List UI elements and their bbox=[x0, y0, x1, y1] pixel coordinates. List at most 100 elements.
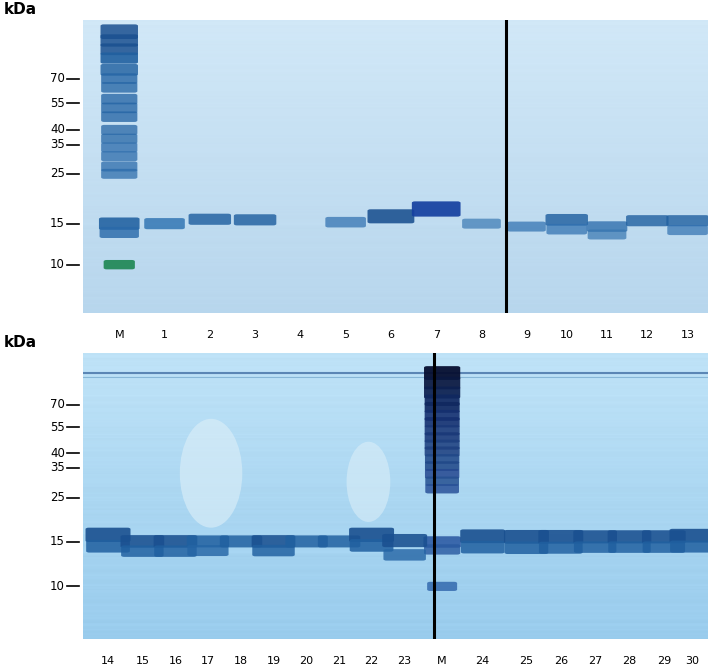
Text: kDa: kDa bbox=[4, 334, 37, 350]
FancyBboxPatch shape bbox=[349, 527, 394, 542]
FancyBboxPatch shape bbox=[252, 545, 295, 556]
Text: 22: 22 bbox=[365, 656, 378, 666]
FancyBboxPatch shape bbox=[101, 134, 137, 144]
FancyBboxPatch shape bbox=[101, 111, 137, 122]
FancyBboxPatch shape bbox=[121, 535, 164, 547]
FancyBboxPatch shape bbox=[425, 402, 460, 413]
Text: 20: 20 bbox=[300, 656, 313, 666]
Text: 35: 35 bbox=[51, 461, 65, 474]
FancyBboxPatch shape bbox=[423, 536, 461, 547]
Text: 5: 5 bbox=[342, 330, 349, 340]
FancyBboxPatch shape bbox=[608, 530, 651, 543]
FancyBboxPatch shape bbox=[234, 214, 277, 225]
FancyBboxPatch shape bbox=[666, 215, 709, 226]
Text: 2: 2 bbox=[206, 330, 214, 340]
Text: 15: 15 bbox=[50, 217, 65, 230]
Text: 55: 55 bbox=[51, 421, 65, 434]
Ellipse shape bbox=[180, 419, 243, 527]
FancyBboxPatch shape bbox=[643, 541, 685, 553]
FancyBboxPatch shape bbox=[587, 221, 627, 232]
FancyBboxPatch shape bbox=[425, 432, 460, 443]
FancyBboxPatch shape bbox=[188, 214, 231, 225]
Text: 6: 6 bbox=[388, 330, 394, 340]
Text: M: M bbox=[115, 330, 124, 340]
FancyBboxPatch shape bbox=[425, 454, 459, 464]
Text: 25: 25 bbox=[50, 491, 65, 504]
Text: 13: 13 bbox=[681, 330, 695, 340]
Text: 8: 8 bbox=[478, 330, 485, 340]
Text: 1: 1 bbox=[161, 330, 168, 340]
Text: 23: 23 bbox=[398, 656, 412, 666]
FancyBboxPatch shape bbox=[425, 394, 460, 406]
FancyBboxPatch shape bbox=[574, 541, 617, 553]
FancyBboxPatch shape bbox=[101, 82, 137, 93]
FancyBboxPatch shape bbox=[539, 541, 583, 553]
FancyBboxPatch shape bbox=[219, 535, 262, 547]
Text: 28: 28 bbox=[622, 656, 637, 666]
FancyBboxPatch shape bbox=[101, 125, 137, 135]
Text: 7: 7 bbox=[432, 330, 440, 340]
FancyBboxPatch shape bbox=[100, 53, 138, 64]
FancyBboxPatch shape bbox=[424, 377, 460, 390]
FancyBboxPatch shape bbox=[505, 541, 548, 554]
FancyBboxPatch shape bbox=[318, 535, 360, 547]
Text: 10: 10 bbox=[50, 580, 65, 593]
FancyBboxPatch shape bbox=[588, 230, 627, 240]
Text: 16: 16 bbox=[168, 656, 183, 666]
FancyBboxPatch shape bbox=[626, 215, 669, 226]
FancyBboxPatch shape bbox=[573, 530, 617, 543]
FancyBboxPatch shape bbox=[462, 218, 501, 228]
FancyBboxPatch shape bbox=[425, 446, 460, 456]
FancyBboxPatch shape bbox=[86, 540, 130, 553]
Text: 18: 18 bbox=[234, 656, 248, 666]
FancyBboxPatch shape bbox=[104, 260, 135, 269]
Text: 12: 12 bbox=[640, 330, 654, 340]
FancyBboxPatch shape bbox=[642, 530, 686, 543]
Text: 70: 70 bbox=[50, 398, 65, 411]
FancyBboxPatch shape bbox=[424, 386, 460, 398]
Text: 19: 19 bbox=[266, 656, 281, 666]
FancyBboxPatch shape bbox=[425, 417, 460, 428]
FancyBboxPatch shape bbox=[144, 218, 185, 229]
Text: 11: 11 bbox=[600, 330, 614, 340]
Text: 14: 14 bbox=[101, 656, 115, 666]
Text: 4: 4 bbox=[297, 330, 304, 340]
FancyBboxPatch shape bbox=[460, 529, 505, 543]
FancyBboxPatch shape bbox=[155, 545, 196, 557]
FancyBboxPatch shape bbox=[667, 225, 708, 235]
FancyBboxPatch shape bbox=[121, 545, 164, 557]
FancyBboxPatch shape bbox=[99, 218, 139, 230]
FancyBboxPatch shape bbox=[100, 25, 138, 39]
Text: 25: 25 bbox=[50, 167, 65, 180]
FancyBboxPatch shape bbox=[425, 469, 459, 479]
FancyBboxPatch shape bbox=[100, 43, 138, 55]
FancyBboxPatch shape bbox=[101, 103, 137, 113]
FancyBboxPatch shape bbox=[85, 527, 131, 542]
FancyBboxPatch shape bbox=[425, 440, 460, 450]
FancyBboxPatch shape bbox=[669, 529, 715, 543]
FancyBboxPatch shape bbox=[425, 462, 459, 471]
FancyBboxPatch shape bbox=[547, 224, 587, 234]
Text: 15: 15 bbox=[50, 535, 65, 549]
FancyBboxPatch shape bbox=[187, 545, 229, 556]
FancyBboxPatch shape bbox=[425, 425, 460, 436]
FancyBboxPatch shape bbox=[608, 541, 651, 553]
FancyBboxPatch shape bbox=[546, 214, 588, 226]
FancyBboxPatch shape bbox=[101, 151, 137, 161]
FancyBboxPatch shape bbox=[349, 539, 393, 551]
Text: 55: 55 bbox=[51, 97, 65, 110]
FancyBboxPatch shape bbox=[101, 169, 137, 178]
FancyBboxPatch shape bbox=[100, 227, 139, 238]
FancyBboxPatch shape bbox=[539, 530, 583, 543]
FancyBboxPatch shape bbox=[154, 535, 197, 547]
FancyBboxPatch shape bbox=[101, 73, 137, 84]
FancyBboxPatch shape bbox=[382, 534, 427, 547]
Text: 40: 40 bbox=[50, 123, 65, 137]
Text: 40: 40 bbox=[50, 447, 65, 460]
FancyBboxPatch shape bbox=[507, 222, 546, 232]
Text: 29: 29 bbox=[657, 656, 671, 666]
FancyBboxPatch shape bbox=[383, 549, 426, 561]
Text: 70: 70 bbox=[50, 72, 65, 85]
FancyBboxPatch shape bbox=[425, 477, 459, 486]
Text: 17: 17 bbox=[201, 656, 215, 666]
